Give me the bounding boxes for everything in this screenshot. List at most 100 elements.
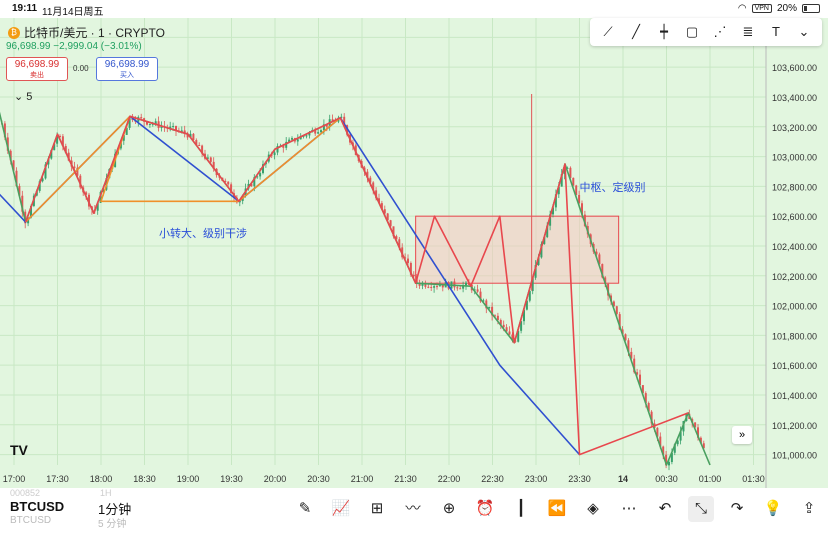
candle-body xyxy=(485,300,488,309)
indicators-icon[interactable]: 📈 xyxy=(331,500,351,517)
candle-body xyxy=(230,184,233,194)
x-tick-label: 01:00 xyxy=(699,474,722,484)
ghost-symbol-top: 000852 xyxy=(10,488,41,498)
vertical-line-icon[interactable]: ┿ xyxy=(660,24,668,39)
x-tick-label: 17:00 xyxy=(3,474,26,484)
candle-body xyxy=(627,340,630,352)
candle-body xyxy=(665,454,668,466)
chart-type-icon[interactable]: 〰 xyxy=(405,500,421,517)
zigzag-pattern-icon[interactable]: ⋰ xyxy=(713,24,727,39)
pen-icon[interactable]: ✎ xyxy=(298,500,312,517)
symbol-selector[interactable]: BTCUSD xyxy=(10,499,65,514)
layers-icon[interactable]: ◈ xyxy=(587,500,599,517)
candle-body xyxy=(601,264,604,278)
vpn-badge: VPN xyxy=(751,4,772,13)
candle-body xyxy=(670,452,673,462)
candle-body xyxy=(224,180,227,182)
collapse-icon[interactable]: ⤡ xyxy=(688,496,714,522)
candle-body xyxy=(53,143,56,151)
undo-icon[interactable]: ↶ xyxy=(658,500,672,517)
candle-body xyxy=(505,327,508,332)
candle-body xyxy=(250,183,253,187)
candle-body xyxy=(331,119,334,121)
text-tool-icon[interactable]: T xyxy=(772,24,780,39)
candle-body xyxy=(523,309,525,322)
candle-body xyxy=(140,117,143,119)
candle-body xyxy=(491,306,494,316)
replay-icon[interactable]: ⏪ xyxy=(547,500,567,517)
indicator-toggle[interactable]: ⌄ 5 xyxy=(14,90,32,103)
candle-body xyxy=(88,194,90,207)
candle-body xyxy=(198,144,201,146)
candle-body xyxy=(195,140,198,145)
candle-body xyxy=(212,161,215,169)
buy-label: 买入 xyxy=(120,72,134,79)
redo-icon[interactable]: ↷ xyxy=(730,500,744,517)
candle-body xyxy=(172,125,175,127)
chart-area[interactable] xyxy=(0,18,828,488)
candle-body xyxy=(595,251,598,255)
grid-icon[interactable]: ⊞ xyxy=(370,500,384,517)
candle-body xyxy=(151,123,154,125)
candle-body xyxy=(581,203,583,215)
candle-body xyxy=(6,137,9,151)
scroll-to-latest-button[interactable]: » xyxy=(732,426,752,444)
candle-body xyxy=(659,436,662,447)
candle-body xyxy=(502,324,505,328)
candle-body xyxy=(598,254,601,265)
candle-body xyxy=(465,282,467,286)
sell-button[interactable]: 96,698.99 卖出 xyxy=(6,57,68,81)
candle-body xyxy=(122,134,125,141)
candle-body xyxy=(630,351,633,359)
candle-body xyxy=(317,132,320,134)
wifi-icon: ◠ xyxy=(737,3,747,14)
chart-canvas[interactable]: 101,000.00 101,200.00 101,400.00 101,600.00… xyxy=(0,0,828,488)
symbol-header[interactable]: ₿ 比特币/美元 · 1 · CRYPTO xyxy=(8,24,165,41)
alarm-icon[interactable]: ⏰ xyxy=(475,500,495,517)
trend-line-icon[interactable]: ╱ xyxy=(632,24,640,39)
candle-body xyxy=(99,191,102,203)
candle-body xyxy=(291,138,293,140)
candle-body xyxy=(206,157,209,159)
share-icon[interactable]: ⇪ xyxy=(802,500,816,517)
candles-icon[interactable]: ┃ xyxy=(516,500,526,517)
candle-body xyxy=(227,181,230,185)
fib-retracement-icon[interactable]: ≣ xyxy=(742,24,754,39)
candle-body xyxy=(383,209,386,214)
x-tick-label: 20:00 xyxy=(264,474,287,484)
indicator-count: 5 xyxy=(26,91,33,103)
candle-body xyxy=(186,133,189,138)
candle-body xyxy=(128,116,131,128)
candle-body xyxy=(462,285,465,289)
candle-body xyxy=(525,300,528,310)
candle-body xyxy=(146,121,148,125)
candle-body xyxy=(386,213,389,221)
annotation-2: 中枢、定级别 xyxy=(580,180,646,194)
y-tick-label: 102,200.00 xyxy=(772,272,817,282)
candle-body xyxy=(496,315,499,321)
candle-body xyxy=(618,314,621,330)
candle-body xyxy=(430,286,433,288)
candle-body xyxy=(259,173,262,177)
y-tick-label: 101,800.00 xyxy=(772,331,817,341)
candle-body xyxy=(262,164,264,174)
more-icon[interactable]: ⋯ xyxy=(621,500,637,517)
dropdown-icon[interactable]: ⌄ xyxy=(798,24,810,39)
interval-selector[interactable]: 1分钟 xyxy=(98,502,132,517)
candle-body xyxy=(517,330,520,342)
multi-point-line-icon[interactable]: ⟋ xyxy=(603,24,613,39)
candle-body xyxy=(476,289,479,292)
idea-icon[interactable]: 💡 xyxy=(763,500,783,517)
interval-ghost: 5 分钟 xyxy=(98,519,127,530)
buy-button[interactable]: 96,698.99 买入 xyxy=(96,57,158,81)
candle-body xyxy=(528,291,531,301)
y-tick-label: 101,400.00 xyxy=(772,391,817,401)
chevron-down-icon: ⌄ xyxy=(14,91,24,103)
candle-body xyxy=(560,174,563,187)
status-right: ◠ VPN 20% xyxy=(738,3,820,14)
x-tick-label: 19:30 xyxy=(220,474,243,484)
candle-body xyxy=(273,152,276,156)
rectangle-icon[interactable]: ▢ xyxy=(685,24,699,39)
candle-body xyxy=(346,125,349,135)
add-icon[interactable]: ⊕ xyxy=(442,500,456,517)
